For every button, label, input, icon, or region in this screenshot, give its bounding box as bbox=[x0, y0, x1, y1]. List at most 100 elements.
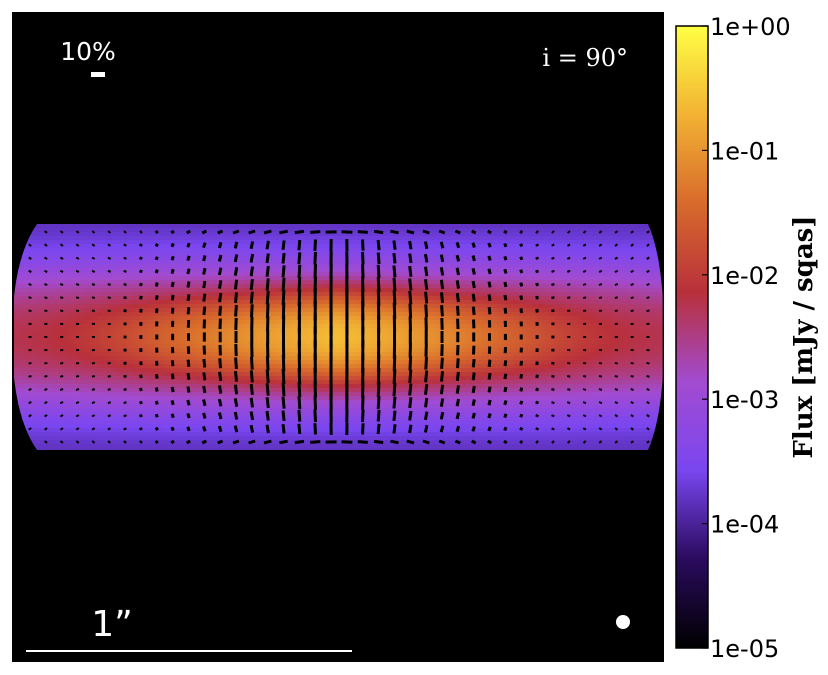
flux-cell bbox=[306, 284, 311, 289]
flux-cell bbox=[574, 340, 579, 345]
flux-cell bbox=[74, 224, 79, 229]
flux-cell bbox=[394, 268, 399, 273]
flux-cell bbox=[350, 332, 355, 337]
flux-cell bbox=[458, 336, 463, 341]
flux-cell bbox=[570, 300, 575, 305]
flux-cell bbox=[118, 332, 123, 337]
flux-cell bbox=[174, 288, 179, 293]
flux-cell bbox=[562, 288, 567, 293]
flux-cell bbox=[594, 228, 599, 233]
flux-cell bbox=[222, 240, 227, 245]
flux-cell bbox=[42, 280, 47, 285]
flux-cell bbox=[514, 300, 519, 305]
flux-cell bbox=[230, 224, 235, 229]
flux-cell bbox=[42, 296, 47, 301]
flux-cell bbox=[166, 304, 171, 309]
flux-cell bbox=[530, 252, 535, 257]
flux-cell bbox=[186, 304, 191, 309]
flux-cell bbox=[414, 232, 419, 237]
flux-cell bbox=[606, 336, 611, 341]
flux-cell bbox=[514, 264, 519, 269]
flux-cell bbox=[126, 236, 131, 241]
flux-cell bbox=[602, 252, 607, 257]
flux-cell bbox=[62, 272, 67, 277]
flux-cell bbox=[578, 272, 583, 277]
flux-cell bbox=[106, 300, 111, 305]
flux-cell bbox=[618, 300, 623, 305]
flux-cell bbox=[618, 292, 623, 297]
flux-cell bbox=[506, 284, 511, 289]
flux-cell bbox=[454, 276, 459, 281]
flux-cell bbox=[442, 280, 447, 285]
flux-cell bbox=[158, 336, 163, 341]
flux-cell bbox=[62, 312, 67, 317]
flux-cell bbox=[554, 304, 559, 309]
flux-cell bbox=[214, 328, 219, 333]
flux-cell bbox=[466, 316, 471, 321]
flux-cell bbox=[510, 268, 515, 273]
flux-cell bbox=[462, 336, 467, 341]
flux-cell bbox=[358, 252, 363, 257]
flux-cell bbox=[582, 264, 587, 269]
flux-cell bbox=[322, 284, 327, 289]
flux-cell bbox=[42, 304, 47, 309]
flux-cell bbox=[254, 256, 259, 261]
flux-cell bbox=[66, 292, 71, 297]
flux-cell bbox=[122, 332, 127, 337]
flux-cell bbox=[590, 240, 595, 245]
flux-cell bbox=[454, 252, 459, 257]
flux-cell bbox=[466, 336, 471, 341]
flux-cell bbox=[654, 332, 659, 337]
flux-cell bbox=[482, 228, 487, 233]
flux-cell bbox=[478, 316, 483, 321]
flux-cell bbox=[510, 336, 515, 341]
flux-cell bbox=[394, 240, 399, 245]
flux-cell bbox=[426, 320, 431, 325]
flux-cell bbox=[426, 340, 431, 345]
flux-cell bbox=[562, 312, 567, 317]
flux-cell bbox=[262, 332, 267, 337]
flux-cell bbox=[386, 224, 391, 229]
flux-cell bbox=[422, 320, 427, 325]
flux-cell bbox=[434, 228, 439, 233]
flux-cell bbox=[526, 344, 531, 349]
flux-cell bbox=[438, 328, 443, 333]
flux-cell bbox=[66, 332, 71, 337]
flux-cell bbox=[382, 312, 387, 317]
flux-cell bbox=[42, 336, 47, 341]
flux-cell bbox=[438, 272, 443, 277]
flux-cell bbox=[30, 300, 35, 305]
flux-cell bbox=[466, 340, 471, 345]
flux-cell bbox=[86, 272, 91, 277]
flux-cell bbox=[118, 300, 123, 305]
flux-cell bbox=[342, 224, 347, 229]
flux-cell bbox=[226, 300, 231, 305]
flux-cell bbox=[46, 288, 51, 293]
flux-cell bbox=[598, 284, 603, 289]
flux-cell bbox=[98, 300, 103, 305]
flux-cell bbox=[214, 344, 219, 349]
flux-cell bbox=[134, 264, 139, 269]
flux-cell bbox=[290, 232, 295, 237]
flux-cell bbox=[402, 288, 407, 293]
flux-cell bbox=[458, 272, 463, 277]
flux-cell bbox=[570, 280, 575, 285]
flux-cell bbox=[226, 304, 231, 309]
flux-cell bbox=[202, 260, 207, 265]
flux-cell bbox=[106, 232, 111, 237]
flux-cell bbox=[258, 296, 263, 301]
flux-cell bbox=[494, 240, 499, 245]
flux-cell bbox=[46, 300, 51, 305]
flux-cell bbox=[198, 268, 203, 273]
flux-cell bbox=[530, 316, 535, 321]
flux-cell bbox=[294, 248, 299, 253]
flux-cell bbox=[134, 232, 139, 237]
flux-cell bbox=[478, 272, 483, 277]
flux-cell bbox=[258, 248, 263, 253]
flux-cell bbox=[402, 240, 407, 245]
flux-cell bbox=[26, 244, 31, 249]
flux-cell bbox=[330, 224, 335, 229]
flux-cell bbox=[54, 260, 59, 265]
flux-cell bbox=[334, 300, 339, 305]
flux-cell bbox=[458, 276, 463, 281]
